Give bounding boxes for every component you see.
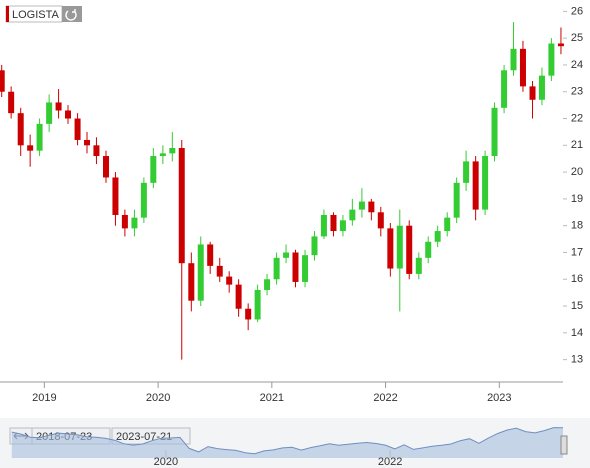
candle-body bbox=[283, 252, 290, 258]
candle-body bbox=[197, 244, 204, 301]
candle-body bbox=[434, 231, 441, 242]
candle-body bbox=[519, 48, 526, 87]
candle-body bbox=[557, 43, 564, 47]
navigator-handle[interactable] bbox=[560, 435, 568, 455]
candle-body bbox=[235, 284, 242, 309]
candle-body bbox=[377, 212, 384, 229]
candle-body bbox=[396, 225, 403, 269]
candle-body bbox=[425, 241, 432, 258]
candle-body bbox=[453, 182, 460, 218]
candle-body bbox=[46, 102, 53, 124]
candle-body bbox=[103, 156, 110, 178]
candle-body bbox=[121, 214, 128, 229]
y-tick-label: 22 bbox=[571, 112, 583, 124]
candle-body bbox=[112, 177, 119, 215]
candle-body bbox=[311, 236, 318, 256]
candle-body bbox=[510, 48, 517, 71]
candle-body bbox=[529, 86, 536, 100]
candle-body bbox=[501, 70, 508, 108]
y-tick-label: 14 bbox=[571, 327, 583, 339]
candle-body bbox=[226, 276, 233, 285]
candle-body bbox=[292, 252, 299, 282]
candle-body bbox=[207, 244, 214, 266]
y-tick-label: 18 bbox=[571, 220, 583, 232]
candle-body bbox=[330, 214, 337, 232]
y-tick-label: 16 bbox=[571, 273, 583, 285]
candle-body bbox=[320, 214, 327, 237]
y-tick-label: 24 bbox=[571, 59, 583, 71]
candle-body bbox=[472, 161, 479, 210]
candle-body bbox=[17, 113, 24, 146]
candle-body bbox=[302, 255, 309, 282]
candle-body bbox=[349, 209, 356, 221]
candle-body bbox=[178, 147, 185, 264]
candle-body bbox=[0, 70, 5, 92]
candle-body bbox=[188, 263, 195, 301]
chart-title: LOGISTA bbox=[12, 9, 60, 21]
candle-body bbox=[84, 139, 91, 146]
candle-body bbox=[140, 182, 147, 218]
navigator-area bbox=[11, 427, 564, 458]
refresh-icon bbox=[65, 9, 77, 21]
candle-body bbox=[93, 145, 100, 157]
candle-body bbox=[74, 118, 81, 140]
y-tick-label: 13 bbox=[571, 354, 583, 366]
candle-body bbox=[273, 257, 280, 280]
candle-body bbox=[159, 153, 166, 157]
candle-body bbox=[368, 201, 375, 213]
candle-body bbox=[482, 156, 489, 210]
candle-body bbox=[387, 228, 394, 269]
candle-body bbox=[55, 102, 62, 111]
candle-body bbox=[463, 161, 470, 183]
x-tick-label: 2019 bbox=[32, 392, 56, 404]
candle-body bbox=[65, 110, 72, 119]
x-tick-label: 2022 bbox=[373, 392, 397, 404]
candle-body bbox=[27, 145, 34, 151]
y-tick-label: 26 bbox=[571, 5, 583, 17]
candle-body bbox=[245, 308, 252, 320]
candle-body bbox=[8, 91, 15, 114]
candle-body bbox=[444, 217, 451, 232]
y-tick-label: 25 bbox=[571, 32, 583, 44]
x-tick-label: 2023 bbox=[487, 392, 511, 404]
x-tick-label: 2020 bbox=[146, 392, 170, 404]
y-tick-label: 20 bbox=[571, 166, 583, 178]
navigator-line bbox=[11, 427, 564, 455]
candle-body bbox=[548, 43, 555, 76]
candle-body bbox=[538, 75, 545, 100]
x-tick-label: 2021 bbox=[260, 392, 284, 404]
candle-body bbox=[169, 147, 176, 154]
y-tick-label: 17 bbox=[571, 246, 583, 258]
y-tick-label: 15 bbox=[571, 300, 583, 312]
candle-body bbox=[406, 225, 413, 274]
candle-body bbox=[150, 156, 157, 183]
candle-body bbox=[339, 220, 346, 232]
navigator-tick-label: 2020 bbox=[154, 456, 178, 468]
y-tick-label: 23 bbox=[571, 86, 583, 98]
y-tick-label: 21 bbox=[571, 139, 583, 151]
navigator-tick-label: 2022 bbox=[378, 456, 402, 468]
candle-body bbox=[415, 257, 422, 274]
candle-body bbox=[358, 201, 365, 210]
candle-body bbox=[254, 289, 261, 320]
y-tick-label: 19 bbox=[571, 193, 583, 205]
candle-body bbox=[491, 107, 498, 157]
candle-body bbox=[131, 217, 138, 229]
candle-body bbox=[264, 279, 271, 290]
candle-body bbox=[36, 123, 43, 151]
title-marker bbox=[6, 6, 9, 22]
candle-body bbox=[216, 265, 223, 277]
